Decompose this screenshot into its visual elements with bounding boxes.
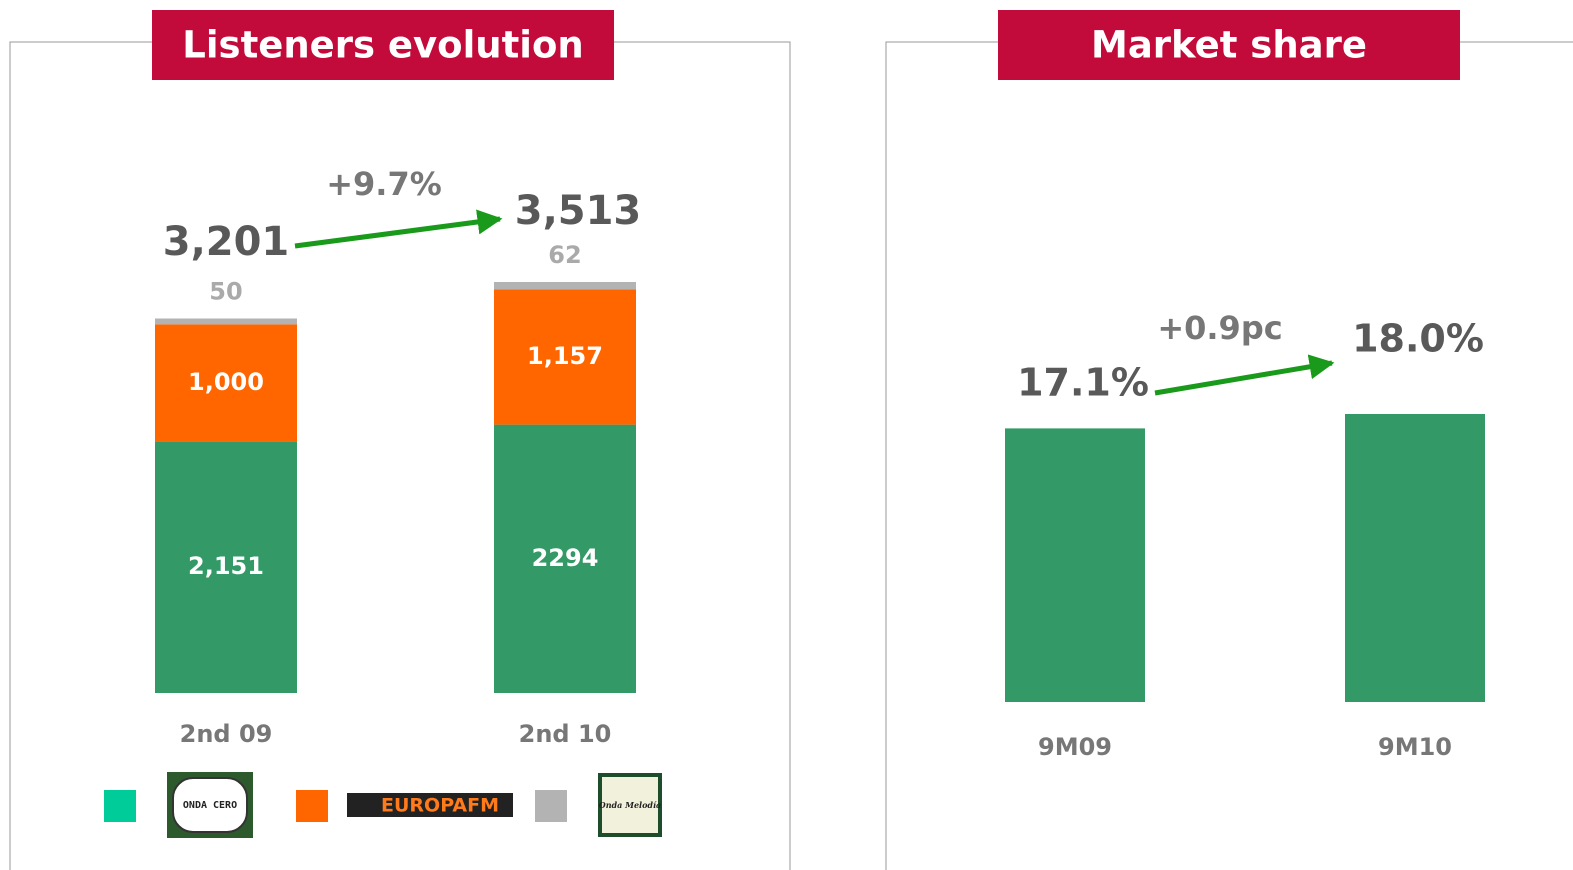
bar-segment [155,318,297,325]
legend-label: EUROPAFM [381,795,499,817]
x-tick-label: 2nd 09 [180,720,273,748]
x-tick-label: 9M10 [1378,733,1452,761]
x-tick-label: 9M09 [1038,733,1112,761]
legend-label: ONDA CERO [183,800,237,811]
bar-segment [155,441,297,693]
legend-swatch [535,790,567,822]
legend-label: Onda Melodía [599,800,661,810]
legend-logo [602,777,658,833]
value-label: 62 [548,241,581,269]
value-label: 2,151 [188,552,264,580]
arrow [1154,354,1335,396]
total-label: 3,513 [515,188,642,234]
value-label: 2294 [532,544,599,572]
chart-title: Market share [1091,24,1367,67]
title-box [152,10,614,80]
chart-title: Listeners evolution [182,24,583,67]
legend-swatch [296,790,328,822]
total-label: 3,201 [163,219,290,265]
bar-segment [494,424,636,693]
bar-segment [494,282,636,290]
value-label: 18.0% [1352,317,1484,361]
bar [1345,414,1485,702]
legend-swatch [104,790,136,822]
x-tick-label: 2nd 10 [519,720,612,748]
title-box [998,10,1460,80]
bar-segment [494,289,636,425]
value-label: 17.1% [1017,361,1149,405]
value-label: 50 [209,278,242,306]
legend-logo [172,777,248,833]
value-label: 1,000 [188,368,264,396]
legend-logo [347,793,513,817]
value-label: 1,157 [527,342,603,370]
bar [1005,428,1145,702]
annotation: +9.7% [326,165,442,203]
bar-segment [155,324,297,442]
annotation: +0.9pc [1157,309,1282,347]
arrow [294,209,503,249]
